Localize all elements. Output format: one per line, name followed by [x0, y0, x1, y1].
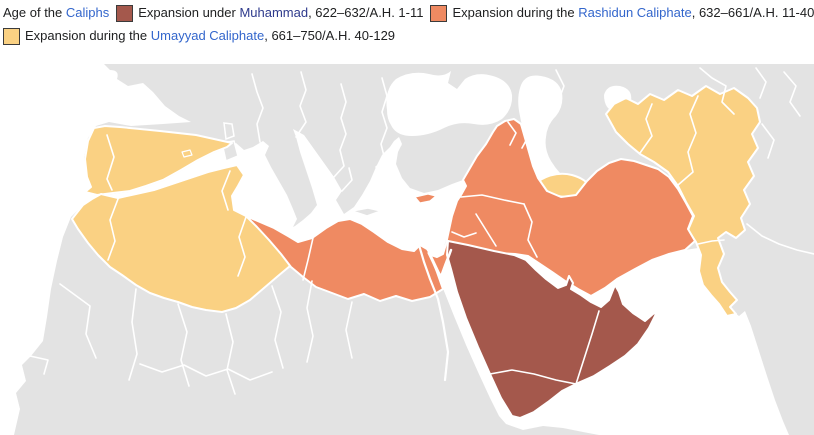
umayyad-caliphate-link[interactable]: Umayyad Caliphate [150, 28, 265, 43]
africa-borders [29, 280, 353, 395]
muhammad-region-arabia [446, 240, 658, 419]
legend-row-1: Age of the Caliphs Expansion under Muham… [3, 4, 814, 22]
muhammad-link[interactable]: Muhammad [239, 5, 309, 20]
rashidun-caliphate-link[interactable]: Rashidun Caliphate [578, 5, 692, 20]
rashidun-region-cyprus [414, 193, 437, 204]
rashidun-internal-borders [302, 121, 538, 281]
straits [383, 143, 453, 276]
corsica-island [223, 122, 235, 141]
legend-title-prefix: Age of the [3, 5, 66, 20]
caspian-sea [518, 75, 590, 214]
muhammad-internal-borders [489, 310, 600, 385]
bosphorus-strait [383, 143, 402, 156]
umayyad-region-north-africa [71, 164, 291, 313]
nile-river [417, 243, 450, 382]
legend-item-umayyad: Expansion during the Umayyad Caliphate, … [25, 28, 396, 43]
caliphate-expansion-map [0, 64, 814, 435]
legend-row-2: Expansion during the Umayyad Caliphate, … [3, 27, 395, 45]
muhammad-color-swatch [116, 4, 134, 22]
crete-island [349, 207, 384, 217]
umayyad-region-iberia [84, 125, 233, 196]
umayyad-color-swatch [3, 27, 20, 45]
rashidun-color-swatch [430, 4, 448, 22]
umayyad-internal-borders [106, 95, 725, 277]
caliphs-link[interactable]: Caliphs [65, 5, 110, 20]
black-sea [386, 71, 513, 136]
gulf-of-suez [427, 251, 441, 276]
europe-asia-borders [251, 67, 814, 255]
legend-item-rashidun: Expansion during the Rashidun Caliphate,… [452, 5, 814, 20]
gulf-of-aqaba [441, 248, 453, 274]
umayyad-region-group [71, 85, 761, 317]
legend-item-muhammad: Expansion under Muhammad, 622–632/A.H. 1… [138, 5, 424, 20]
historical-map [0, 64, 814, 435]
umayyad-region-balearic [181, 149, 193, 158]
